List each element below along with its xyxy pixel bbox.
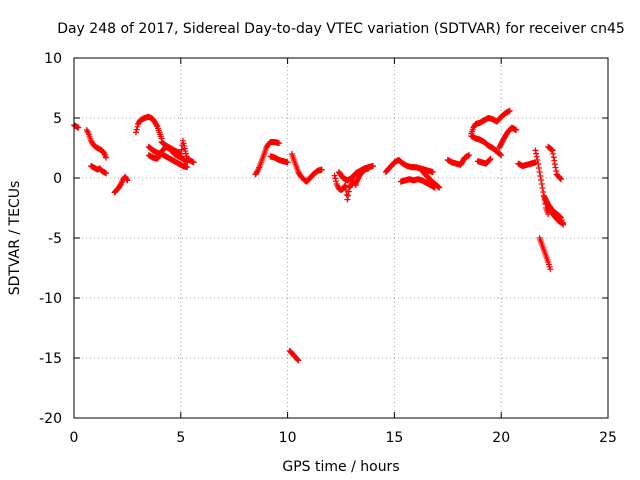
data-point [333,178,340,185]
data-point [294,356,301,363]
data-point [537,172,544,179]
data-point [276,140,283,147]
data-point [295,357,302,364]
y-tick-label: 10 [44,51,62,67]
x-tick-label: 0 [70,430,79,446]
data-point [560,221,567,228]
data-point [190,159,197,166]
data-point [318,166,325,173]
chart-title: Day 248 of 2017, Sidereal Day-to-day VTE… [57,21,625,37]
data-point [331,172,338,179]
data-point [133,126,140,133]
data-point [429,169,436,175]
data-point [132,129,139,136]
data-point [533,150,540,157]
data-point [538,181,545,187]
data-point [153,122,160,129]
y-tick-label: -10 [39,291,62,307]
data-point [547,266,554,273]
data-point [103,170,110,177]
data-point [551,161,558,168]
data-point [345,188,352,195]
y-tick-label: -15 [39,351,62,367]
y-tick-label: -20 [39,411,62,427]
data-point [533,153,540,160]
data-point [177,151,184,157]
data-point [75,124,82,131]
x-tick-label: 15 [385,430,403,446]
data-point [123,176,130,183]
x-tick-label: 5 [176,430,185,446]
data-point [545,211,552,217]
data-points [71,107,567,364]
data-point [506,107,513,114]
x-tick-label: 25 [599,430,617,446]
data-point [539,184,546,191]
data-point [550,154,557,161]
data-point [332,175,339,182]
data-point [365,165,372,172]
data-point [284,159,291,166]
data-point [466,152,473,159]
data-point [549,147,556,154]
data-point [342,182,349,189]
data-point [370,163,377,169]
y-tick-label: -5 [48,231,62,247]
data-point [557,175,564,182]
data-point [535,160,542,167]
x-tick-label: 10 [279,430,297,446]
data-point [124,177,131,184]
plot-frame [73,57,609,419]
data-point [178,146,185,153]
data-point [103,154,110,161]
data-point [535,165,542,172]
data-point [345,192,352,199]
data-point [534,157,541,163]
y-tick-label: 5 [53,111,62,127]
data-point [486,156,493,163]
y-axis-label: SDTVAR / TECUs [7,181,23,296]
data-point [538,177,545,184]
y-tick-label: 0 [53,171,62,187]
data-point [498,152,505,159]
data-point [513,127,520,133]
grid [74,58,608,418]
x-axis-label: GPS time / hours [282,459,399,475]
data-point [558,176,565,183]
axis-ticks: 0 5 10 15 20 25 -20 -15 -10 -5 0 5 10 [39,51,617,446]
data-point [536,169,543,175]
data-point [134,123,141,130]
data-point [532,147,539,154]
data-point [341,183,348,190]
x-tick-label: 20 [492,430,510,446]
data-point [344,196,351,203]
data-point [540,189,547,196]
data-point [436,184,443,191]
data-point [487,155,494,162]
data-point [553,167,560,174]
